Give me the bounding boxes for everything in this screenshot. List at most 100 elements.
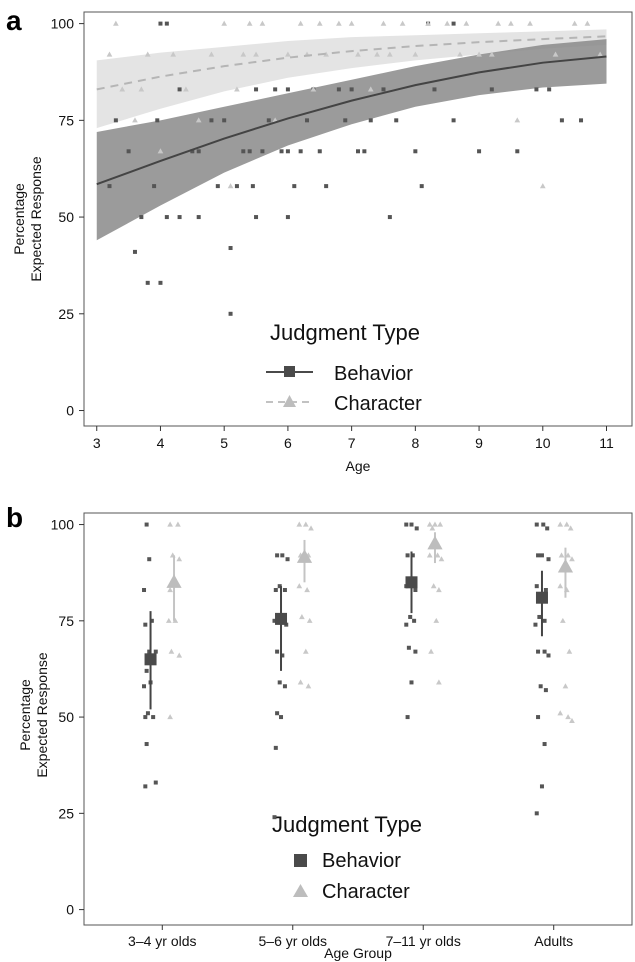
- panel-b-y-axis-label-line2: Expected Response: [34, 652, 50, 778]
- panel-a-legend-title: Judgment Type: [270, 320, 420, 345]
- behavior-point: [285, 87, 290, 92]
- behavior-point: [145, 280, 150, 285]
- character-point: [195, 117, 202, 123]
- behavior-point: [196, 215, 201, 220]
- character-point: [167, 521, 173, 527]
- behavior-point: [579, 118, 584, 123]
- character-point: [399, 20, 406, 26]
- behavior-point: [362, 149, 367, 154]
- behavior-point: [543, 688, 548, 693]
- behavior-point: [305, 118, 310, 123]
- character-point: [559, 617, 566, 623]
- behavior-point: [145, 711, 150, 716]
- behavior-point: [356, 149, 360, 154]
- fit-line-behavior: [96, 55, 607, 186]
- character-point: [463, 20, 470, 26]
- behavior-point: [209, 118, 214, 123]
- behavior-point: [273, 87, 278, 92]
- behavior-point: [147, 557, 152, 562]
- panel-b-x-axis-label: Age Group: [324, 945, 392, 961]
- y-tick-label: 50: [58, 209, 74, 225]
- behavior-point: [542, 618, 547, 623]
- legend-b-behavior-square-marker: [294, 854, 307, 867]
- mean-marker-character: [166, 574, 182, 588]
- behavior-point: [196, 149, 201, 154]
- behavior-point: [419, 184, 424, 189]
- character-point: [208, 51, 215, 57]
- behavior-point: [413, 649, 418, 654]
- character-point: [514, 117, 521, 123]
- character-point: [565, 714, 571, 720]
- mean-marker-behavior: [405, 576, 418, 589]
- character-point: [299, 613, 305, 620]
- y-tick-label: 75: [58, 613, 74, 629]
- panel-a-x-ticks: 3 4 5 6 7 8 9 10 11: [93, 426, 614, 451]
- behavior-point: [412, 618, 417, 623]
- behavior-point: [228, 311, 233, 316]
- character-point: [557, 710, 564, 716]
- character-point: [106, 51, 113, 57]
- panel-b-x-ticks: 3–4 yr olds 5–6 yr olds 7–11 yr olds Adults: [128, 925, 573, 949]
- character-point: [304, 587, 310, 593]
- character-point: [253, 51, 259, 57]
- behavior-point: [542, 742, 547, 747]
- behavior-point: [536, 715, 541, 720]
- behavior-point: [144, 742, 149, 747]
- character-point: [566, 648, 573, 654]
- behavior-point: [537, 614, 542, 619]
- behavior-point: [545, 526, 550, 531]
- behavior-point: [414, 526, 419, 531]
- character-point: [429, 525, 436, 531]
- x-tick-label: 5–6 yr olds: [259, 933, 327, 949]
- x-tick-label: 10: [535, 435, 551, 451]
- behavior-point: [260, 149, 265, 154]
- behavior-point: [477, 149, 482, 154]
- mean-marker-behavior: [275, 612, 288, 625]
- y-tick-label: 100: [51, 517, 75, 533]
- behavior-point: [343, 118, 348, 123]
- behavior-point: [190, 149, 195, 154]
- behavior-point: [277, 584, 282, 589]
- character-point: [165, 617, 172, 623]
- behavior-point: [282, 684, 287, 689]
- behavior-point: [285, 149, 290, 154]
- character-point: [308, 525, 314, 531]
- behavior-point: [381, 87, 386, 92]
- character-point: [539, 183, 546, 189]
- character-point: [336, 20, 342, 26]
- character-point: [430, 583, 437, 589]
- character-point: [113, 20, 119, 26]
- behavior-point: [408, 614, 413, 619]
- panel-a-legend: Judgment Type Behavior Character: [266, 320, 422, 415]
- behavior-point: [142, 684, 147, 689]
- character-point: [569, 556, 575, 562]
- panel-b-y-axis-label-line1: Percentage: [17, 679, 33, 751]
- behavior-point: [451, 21, 456, 26]
- character-point: [433, 617, 440, 623]
- panel-a-fit-lines: [96, 35, 607, 186]
- x-tick-label: 3–4 yr olds: [128, 933, 196, 949]
- behavior-point: [113, 118, 118, 123]
- character-point: [175, 521, 181, 527]
- behavior-point: [413, 588, 418, 593]
- behavior-point: [139, 215, 144, 220]
- behavior-point: [282, 588, 287, 593]
- character-point: [168, 648, 175, 654]
- y-tick-label: 100: [51, 16, 75, 32]
- behavior-point: [534, 87, 539, 92]
- character-point: [138, 86, 145, 92]
- behavior-point: [158, 280, 163, 285]
- character-point: [428, 648, 434, 654]
- behavior-point: [536, 649, 541, 654]
- behavior-point: [546, 557, 551, 562]
- character-point: [597, 51, 603, 57]
- behavior-point: [215, 184, 220, 189]
- panel-a-y-axis-label-line2: Expected Response: [28, 156, 44, 282]
- character-point: [434, 552, 441, 558]
- x-tick-label: 9: [475, 435, 483, 451]
- behavior-point: [177, 87, 182, 92]
- behavior-point: [539, 553, 544, 558]
- character-point: [132, 117, 138, 123]
- behavior-point: [158, 21, 163, 26]
